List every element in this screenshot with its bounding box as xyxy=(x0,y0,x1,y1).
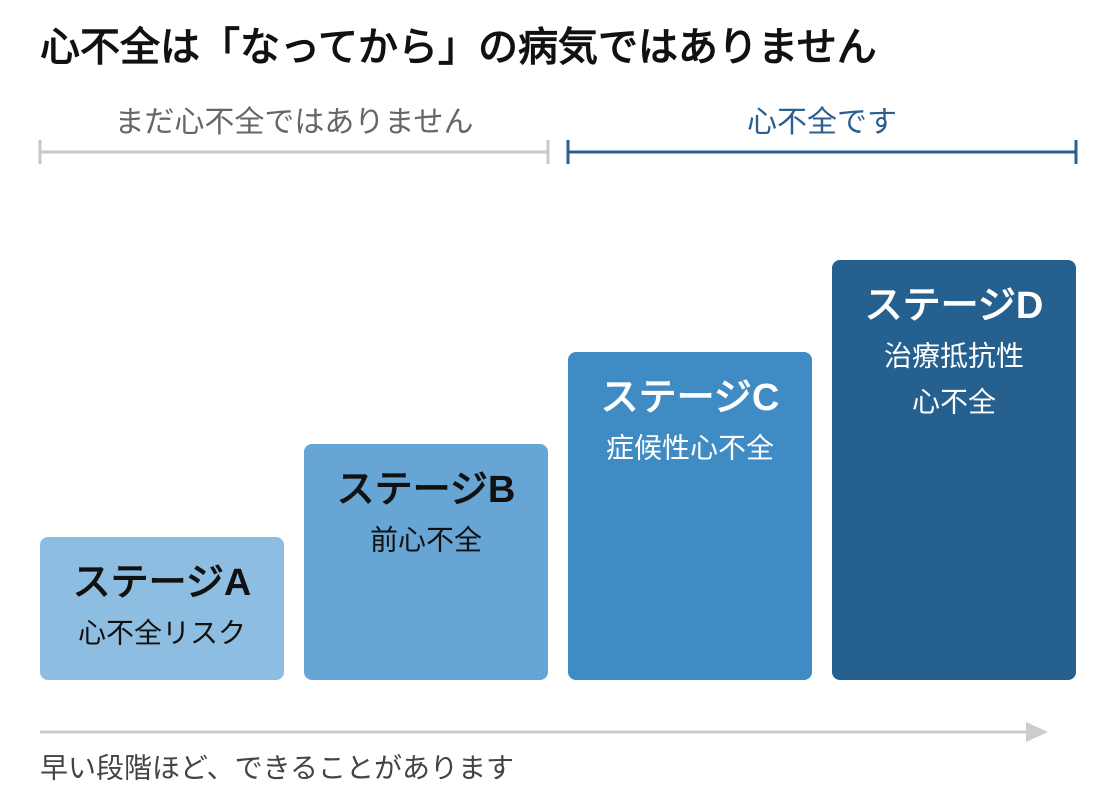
stage-box xyxy=(832,260,1076,680)
title: 心不全は「なってから」の病気ではありません xyxy=(40,25,877,70)
stage-title: ステージA xyxy=(73,562,252,604)
stage-desc: 症候性心不全 xyxy=(606,432,774,463)
bracket xyxy=(38,140,550,164)
stage-title: ステージB xyxy=(337,469,516,511)
stage-box xyxy=(40,537,284,680)
bracket-label: まだ心不全ではありません xyxy=(114,106,473,139)
bracket-label: 心不全です xyxy=(747,106,897,139)
caption: 早い段階ほど、できることがあります xyxy=(40,752,514,783)
stage-title: ステージC xyxy=(601,377,780,419)
bracket xyxy=(566,140,1078,164)
stage-title: ステージD xyxy=(865,285,1044,327)
stage-box xyxy=(568,352,812,680)
stage-box xyxy=(304,444,548,680)
stage-desc: 治療抵抗性 xyxy=(884,340,1024,371)
arrow-head xyxy=(1026,722,1048,742)
stage-desc: 心不全 xyxy=(912,386,996,417)
stage-desc: 心不全リスク xyxy=(78,617,246,648)
stage-desc: 前心不全 xyxy=(370,524,482,555)
